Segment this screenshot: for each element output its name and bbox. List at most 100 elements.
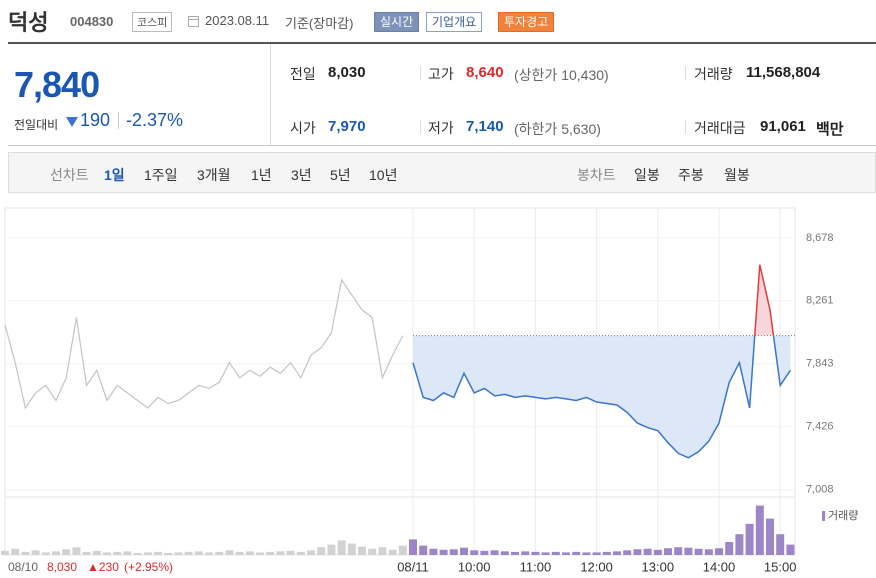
stat-label: 거래량 bbox=[694, 66, 733, 82]
stat-unit: 백만 bbox=[816, 121, 844, 138]
volume-bar bbox=[439, 549, 448, 555]
x-tick-label: 14:00 bbox=[703, 559, 736, 574]
volume-bar bbox=[41, 552, 50, 555]
stat-value: 8,030 bbox=[328, 64, 366, 81]
volume-bar bbox=[562, 552, 570, 555]
volume-bar bbox=[725, 542, 734, 555]
volume-bar bbox=[154, 551, 162, 555]
divider bbox=[118, 112, 119, 129]
stat-value: 91,061 bbox=[760, 118, 806, 135]
volume-bar bbox=[409, 539, 417, 555]
volume-bar bbox=[103, 552, 111, 555]
tab[interactable]: 주봉 bbox=[678, 167, 704, 183]
volume-bar bbox=[704, 549, 713, 555]
volume-bar bbox=[174, 552, 183, 555]
volume-bar bbox=[521, 551, 530, 555]
volume-bar bbox=[123, 551, 132, 555]
y-tick-label: 8,261 bbox=[806, 295, 834, 307]
stat-label: 시가 bbox=[290, 120, 316, 136]
volume-bar bbox=[327, 544, 336, 555]
volume-bar bbox=[694, 548, 703, 555]
volume-bar bbox=[398, 545, 407, 555]
stat-note: (상한가 10,430) bbox=[514, 67, 609, 83]
tab-group-label: 봉차트 bbox=[577, 167, 616, 183]
volume-bar bbox=[307, 550, 315, 555]
warning-button[interactable]: 투자경고 bbox=[498, 12, 555, 32]
stat-value: 7,970 bbox=[328, 118, 366, 135]
volume-bar bbox=[643, 548, 652, 555]
header-rule bbox=[8, 42, 876, 44]
divider bbox=[420, 66, 421, 80]
volume-bar bbox=[11, 548, 20, 555]
company-button[interactable]: 기업개요 bbox=[426, 12, 483, 32]
stat-value: 11,568,804 bbox=[746, 64, 821, 81]
volume-bar bbox=[551, 551, 560, 555]
volume-bar bbox=[82, 551, 91, 555]
volume-bar bbox=[602, 551, 611, 555]
volume-bar bbox=[653, 549, 662, 555]
volume-bar bbox=[592, 552, 601, 555]
change: 190 bbox=[80, 110, 111, 130]
tab[interactable]: 월봉 bbox=[724, 167, 750, 183]
change-label: 전일대비 bbox=[14, 118, 59, 132]
volume-bar bbox=[470, 550, 479, 555]
footer-date: 08/10 bbox=[8, 560, 38, 574]
volume-bar bbox=[460, 547, 468, 555]
tab[interactable]: 일봉 bbox=[634, 167, 660, 183]
volume-bar bbox=[755, 505, 764, 555]
tab[interactable]: 5년 bbox=[330, 167, 351, 183]
stat-label: 저가 bbox=[428, 120, 454, 136]
x-tick-label: 15:00 bbox=[764, 559, 797, 574]
volume-bar bbox=[215, 551, 224, 555]
stat-value: 7,140 bbox=[466, 118, 504, 135]
volume-bar bbox=[500, 551, 509, 555]
volume-bar bbox=[194, 551, 203, 555]
volume-bar bbox=[245, 551, 254, 555]
line bbox=[412, 335, 792, 459]
x-tick-label: 10:00 bbox=[458, 559, 491, 574]
volume-bar bbox=[266, 551, 275, 555]
volume-bar bbox=[143, 552, 152, 555]
volume-bar bbox=[664, 548, 672, 555]
volume-bar bbox=[62, 549, 71, 555]
volume-bar bbox=[633, 549, 642, 555]
volume-bar bbox=[256, 552, 264, 555]
volume-bar bbox=[225, 550, 234, 555]
volume-bar bbox=[235, 551, 244, 555]
tab[interactable]: 10년 bbox=[369, 167, 398, 183]
volume-bar bbox=[572, 551, 581, 555]
volume-bar bbox=[317, 547, 326, 555]
volume-bar bbox=[368, 548, 377, 555]
volume-bar bbox=[490, 550, 499, 555]
y-tick-label: 8,678 bbox=[806, 232, 834, 244]
volume-bar bbox=[511, 551, 519, 555]
tab[interactable]: 1주일 bbox=[144, 167, 178, 183]
volume-bar bbox=[72, 547, 81, 555]
divider bbox=[685, 120, 686, 134]
volume-bar bbox=[276, 551, 285, 555]
legend-swatch bbox=[822, 511, 825, 521]
realtime-button[interactable]: 실시간 bbox=[374, 12, 420, 32]
tab[interactable]: 3개월 bbox=[197, 167, 231, 183]
volume-bar bbox=[388, 549, 397, 555]
tab[interactable]: 3년 bbox=[291, 167, 312, 183]
line bbox=[4, 278, 404, 410]
volume-bar bbox=[715, 548, 723, 555]
volume-bar bbox=[419, 545, 428, 555]
quote-rule bbox=[8, 145, 876, 146]
price: 7,840 bbox=[14, 64, 100, 105]
volume-bar bbox=[541, 552, 550, 555]
stat-note: (하한가 5,630) bbox=[514, 121, 601, 137]
volume-bar bbox=[449, 549, 458, 555]
tab[interactable]: 1일 bbox=[104, 167, 125, 183]
tab[interactable]: 1년 bbox=[251, 167, 272, 183]
volume-bar bbox=[613, 551, 621, 555]
volume-bar bbox=[786, 544, 795, 555]
y-tick-label: 7,843 bbox=[806, 358, 834, 370]
stat-label: 고가 bbox=[428, 66, 454, 82]
volume-bar bbox=[21, 551, 30, 555]
area bbox=[413, 335, 791, 458]
volume-bar bbox=[745, 523, 754, 555]
volume-bar bbox=[184, 551, 193, 555]
